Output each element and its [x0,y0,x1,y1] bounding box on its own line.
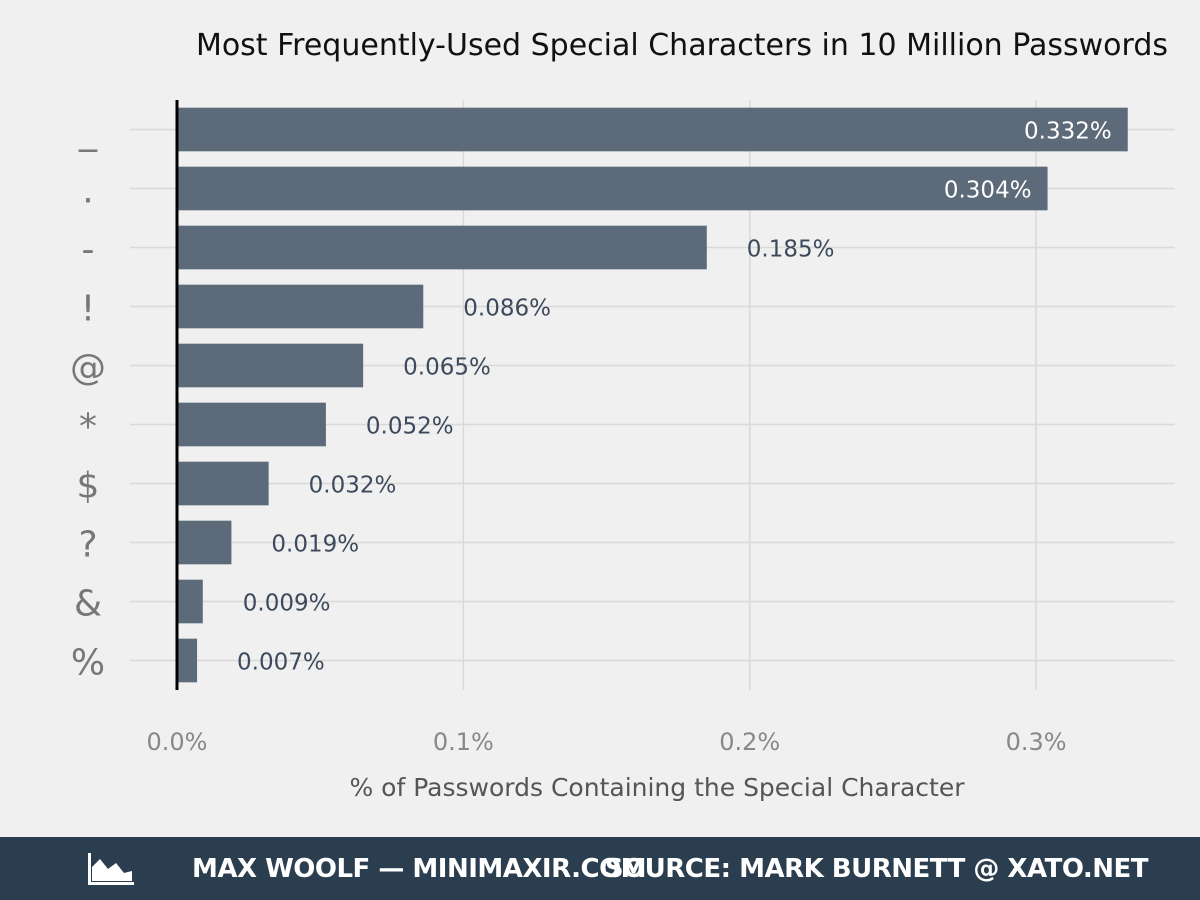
x-tick-label: 0.1% [433,728,494,756]
data-label: 0.007% [237,650,325,676]
data-label: 0.009% [243,591,331,617]
category-label: * [79,407,97,448]
data-label: 0.019% [271,532,359,558]
chart-title: Most Frequently-Used Special Characters … [195,28,1168,63]
x-tick-label: 0.2% [719,728,780,756]
category-label: $ [77,466,100,507]
bar-8 [177,579,203,624]
category-label: _ [78,112,98,153]
category-label: ! [81,289,95,330]
footer-source: SOURCE: MARK BURNETT @ XATO.NET [604,854,1149,884]
bar-4 [177,343,364,388]
data-label: 0.185% [747,237,835,263]
bar-0 [177,107,1128,152]
category-label: . [82,171,93,212]
bar-6 [177,461,269,506]
data-label: 0.032% [309,473,397,499]
category-label: @ [70,348,106,389]
bar-7 [177,520,232,565]
data-label: 0.065% [403,355,491,381]
bar-2 [177,225,707,270]
data-label: 0.332% [1024,119,1112,145]
area-chart-icon [88,853,134,885]
bar-chart: _ 0.332%. 0.304% - 0.185%! 0.086% @ 0.065% * 0.05… [70,100,1175,756]
category-label: % [71,643,105,684]
bar-1 [177,166,1048,211]
x-tick-label: 0.3% [1006,728,1067,756]
data-label: 0.086% [463,296,551,322]
footer-bar: MAX WOOLF — MINIMAXIR.COM SOURCE: MARK B… [0,837,1200,900]
category-label: & [74,584,102,625]
x-tick-label: 0.0% [147,728,208,756]
bar-5 [177,402,326,447]
footer-author: MAX WOOLF — MINIMAXIR.COM [192,854,647,884]
category-label: ? [78,525,97,566]
category-label: - [82,230,95,271]
bar-9 [177,638,198,683]
bar-3 [177,284,424,329]
x-axis-label: % of Passwords Containing the Special Ch… [349,773,965,802]
data-label: 0.052% [366,414,454,440]
data-label: 0.304% [944,178,1032,204]
